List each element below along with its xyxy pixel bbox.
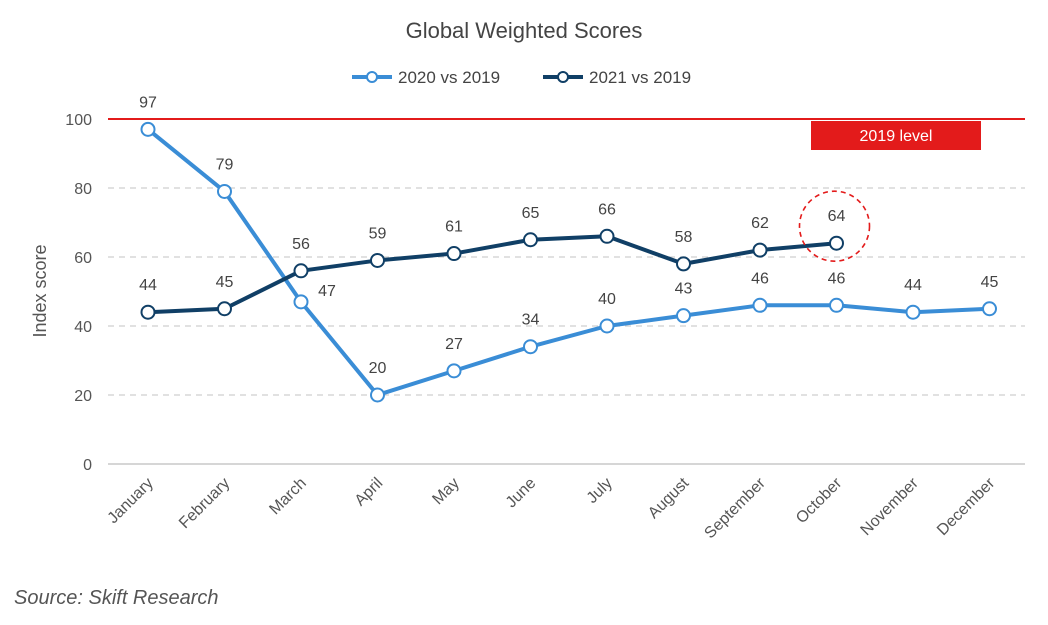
x-tick-label: December [934,474,999,539]
data-point [523,232,538,248]
reference-label-box [811,121,981,150]
data-point [446,363,462,379]
data-label: 97 [139,94,157,111]
data-label: 64 [828,208,846,225]
x-tick-label: November [858,474,923,539]
data-point [982,301,997,317]
data-point [905,304,921,320]
data-point [829,297,844,313]
data-point [446,246,462,262]
data-point [293,294,309,310]
data-point [140,304,156,320]
y-axis: 0 20 40 60 80 100 [65,112,92,474]
data-point [523,339,538,355]
legend: 2020 vs 2019 2021 vs 2019 [352,68,691,87]
y-tick-label: 100 [65,112,92,129]
data-label: 20 [369,360,387,377]
data-label: 43 [675,281,693,298]
data-label: 45 [216,274,234,291]
y-tick-label: 0 [83,457,92,474]
x-tick-label: July [584,475,616,507]
x-tick-label: August [645,474,693,522]
series-group: 97 79 47 20 27 34 40 43 46 46 44 45 44 45 56 59 61 65 66 58… [139,94,999,403]
x-tick-label: February [176,475,233,532]
data-point [752,242,768,258]
legend-label: 2020 vs 2019 [398,68,500,87]
data-label: 79 [216,156,234,173]
x-tick-label: January [105,475,157,527]
y-tick-label: 20 [74,388,92,405]
chart-title: Global Weighted Scores [406,18,643,43]
x-tick-label: September [701,474,769,542]
legend-marker [366,71,378,83]
data-label: 44 [139,277,157,294]
data-label: 59 [369,225,387,242]
data-point [599,318,615,334]
series-line [146,127,990,397]
x-tick-label: April [352,475,387,510]
series-2021-vs-2019: 44 45 56 59 61 65 66 58 62 64 [139,201,846,320]
data-label: 66 [598,201,616,218]
highlight-circle [798,190,871,262]
series-2020-vs-2019: 97 79 47 20 27 34 40 43 46 46 44 45 [139,94,999,403]
data-label: 34 [522,312,540,329]
data-point [293,263,309,279]
data-point [676,308,691,324]
data-label: 62 [751,215,769,232]
data-point [217,183,232,199]
grid [108,187,1025,465]
legend-marker [557,71,569,83]
data-point [217,301,232,317]
y-tick-label: 80 [74,181,92,198]
x-axis: January February March April May June July Augu… [105,474,999,542]
y-tick-label: 60 [74,250,92,267]
data-label: 46 [828,270,846,287]
x-tick-label: May [429,475,462,508]
data-label: 65 [522,205,540,222]
data-label: 45 [981,274,999,291]
reference-label: 2019 level [860,128,933,145]
legend-label: 2021 vs 2019 [589,68,691,87]
data-point [829,235,844,251]
data-point [140,121,156,137]
y-axis-title: Index score [30,244,50,337]
data-label: 44 [904,277,922,294]
legend-item: 2021 vs 2019 [543,68,691,87]
data-label: 47 [318,283,336,300]
series-line [147,234,837,315]
x-tick-label: March [266,475,309,518]
data-point [599,228,615,244]
legend-item: 2020 vs 2019 [352,68,500,87]
x-tick-label: October [793,474,846,527]
reference-line: 2019 level [108,118,1025,150]
data-point [370,387,385,403]
data-label: 56 [292,236,310,253]
data-label: 58 [675,229,693,246]
data-point [370,252,385,268]
data-point [676,256,691,272]
source-note: Source: Skift Research [14,587,219,609]
y-tick-label: 40 [74,319,92,336]
data-label: 27 [445,336,463,353]
x-tick-label: June [503,475,540,512]
data-label: 46 [751,270,769,287]
data-label: 61 [445,219,463,236]
data-label: 40 [598,291,616,308]
data-point [752,297,768,313]
